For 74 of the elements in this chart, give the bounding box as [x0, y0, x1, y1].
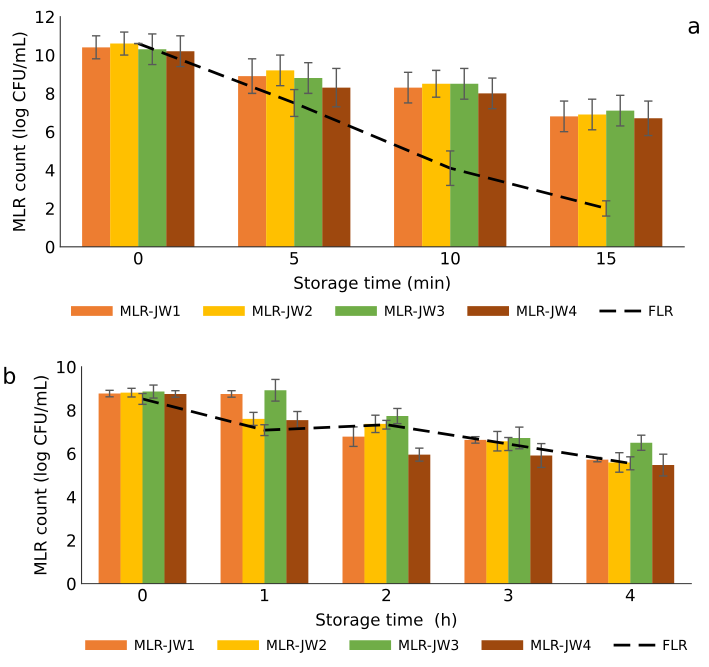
bar — [120, 392, 143, 584]
bar — [652, 465, 674, 584]
bar — [394, 88, 422, 247]
bar — [294, 78, 322, 247]
legend-label: MLR-JW4 — [531, 640, 591, 653]
bar — [486, 441, 508, 584]
x-axis-title: Storage time (min) — [294, 276, 450, 292]
x-tick-label: 15 — [597, 252, 616, 265]
legend-label: MLR-JW1 — [135, 640, 194, 653]
bar — [422, 84, 450, 247]
bar — [634, 118, 662, 247]
text: a — [688, 21, 699, 34]
bar — [138, 49, 166, 247]
x-tick-label: 0 — [138, 588, 147, 602]
y-axis-title: MLR count (log CFU/mL) — [34, 376, 50, 574]
y-tick-label: 12 — [36, 10, 54, 24]
x-axis-title: Storage time (h) — [316, 612, 456, 630]
y-tick-label: 4 — [46, 164, 54, 176]
bar — [322, 88, 350, 247]
y-tick-label: 8 — [67, 404, 76, 417]
bar — [242, 418, 264, 584]
y-tick-label: 2 — [67, 534, 76, 547]
legend-label: MLR-JW3 — [385, 306, 444, 319]
y-tick-label: 10 — [36, 48, 54, 62]
x-tick-label: 1 — [260, 589, 268, 602]
y-tick-label: 2 — [46, 202, 54, 215]
x-tick-label: 2 — [382, 588, 390, 602]
bar — [220, 394, 243, 584]
bar — [264, 390, 286, 584]
bar — [164, 394, 186, 584]
bar — [238, 76, 266, 247]
bar — [342, 436, 364, 584]
y-tick-label: 6 — [46, 126, 54, 138]
bar — [450, 84, 478, 247]
bar — [508, 438, 530, 584]
bar — [266, 70, 294, 247]
bar — [464, 440, 486, 584]
bar — [530, 456, 552, 584]
bar — [166, 51, 194, 247]
x-tick-label: 10 — [441, 252, 460, 265]
bar — [98, 394, 121, 584]
text: b — [4, 366, 16, 384]
legend-label: MLR-JW1 — [120, 306, 180, 319]
bar — [286, 420, 308, 584]
bar — [608, 462, 630, 584]
bar — [386, 416, 408, 584]
x-tick-label: 0 — [134, 252, 142, 265]
bar — [478, 93, 506, 247]
bar — [82, 47, 110, 247]
legend-label: MLR-JW3 — [399, 640, 458, 653]
x-tick-label: 5 — [290, 252, 298, 265]
y-tick-label: 0 — [67, 578, 76, 590]
bar — [630, 442, 652, 584]
bar — [578, 114, 606, 247]
legend-label: MLR-JW2 — [253, 306, 312, 319]
x-tick-label: 4 — [626, 589, 635, 602]
bar — [606, 110, 634, 247]
legend-label: MLR-JW2 — [267, 640, 326, 653]
bar — [110, 44, 138, 247]
legend-label: FLR — [664, 640, 688, 650]
y-tick-label: 6 — [67, 448, 76, 460]
y-tick-label: 10 — [57, 360, 76, 374]
y-tick-label: 0 — [46, 240, 54, 254]
y-tick-label: 8 — [46, 87, 54, 100]
bar — [408, 454, 430, 584]
bar — [364, 424, 386, 584]
y-tick-label: 4 — [66, 491, 76, 504]
x-tick-label: 3 — [504, 588, 512, 602]
bar — [142, 392, 164, 584]
legend-label: MLR-JW4 — [517, 306, 576, 319]
y-axis-title: MLR count (log CFU/mL) — [12, 32, 29, 231]
bar — [550, 116, 578, 247]
bar — [586, 460, 608, 584]
legend-label: FLR — [649, 306, 674, 316]
